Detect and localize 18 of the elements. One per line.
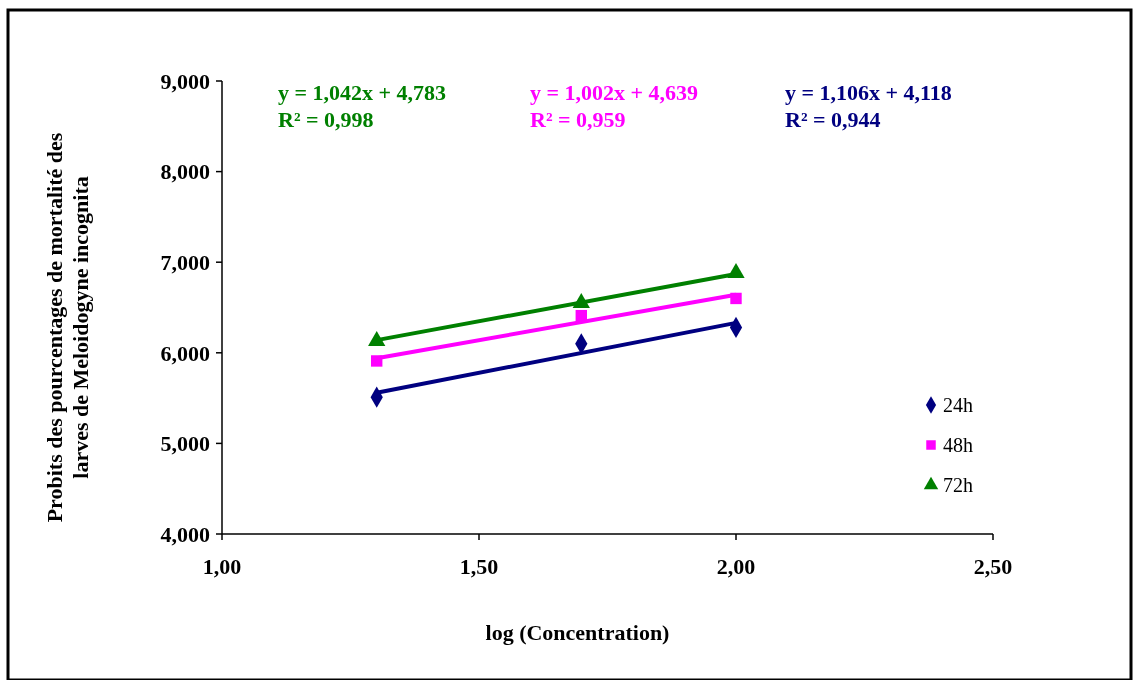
legend-label: 48h <box>943 434 973 456</box>
annotation: y = 1,002x + 4,639 R² = 0,959 <box>530 80 699 132</box>
x-tick-label: 2,00 <box>716 554 756 579</box>
y-tick-label: 8,000 <box>160 159 210 185</box>
y-tick-label: 5,000 <box>160 431 210 457</box>
y-tick-label: 9,000 <box>160 68 210 94</box>
y-tick-label: 4,000 <box>160 521 210 547</box>
y-tick-label: 6,000 <box>160 340 210 366</box>
y-axis-title: Probits des pourcentages de mortalité des larves de Meloidogyne incognita <box>42 132 93 523</box>
x-tick-label: 1,00 <box>202 554 242 579</box>
legend-label: 72h <box>943 474 973 496</box>
annotation: y = 1,106x + 4,118 R² = 0,944 <box>785 80 952 132</box>
x-axis-title: log (Concentration) <box>485 620 670 645</box>
y-tick-label: 7,000 <box>160 249 210 275</box>
x-tick-label: 2,50 <box>973 554 1013 579</box>
x-tick-label: 1,50 <box>459 554 499 579</box>
legend-label: 24h <box>943 394 973 416</box>
annotation: y = 1,042x + 4,783 R² = 0,998 <box>278 80 447 132</box>
